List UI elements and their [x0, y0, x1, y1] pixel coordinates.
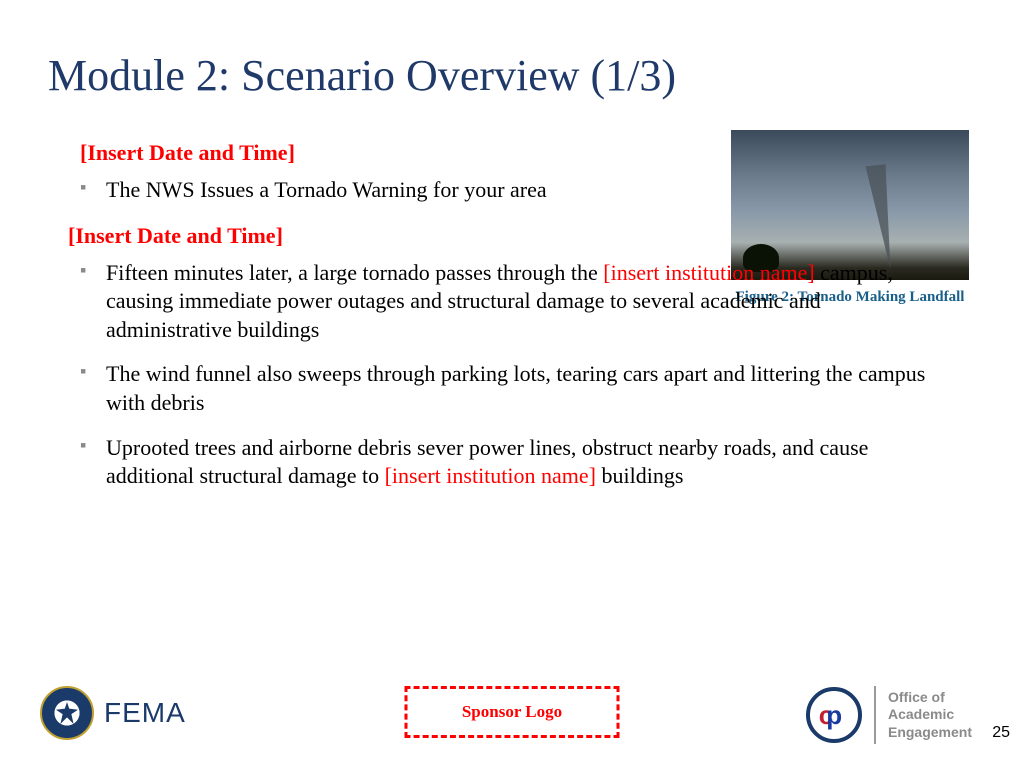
logo-divider [874, 686, 876, 744]
sponsor-logo-placeholder: Sponsor Logo [405, 686, 620, 738]
bullet3-post: buildings [596, 463, 683, 488]
section1-bullet: The NWS Issues a Tornado Warning for you… [80, 176, 620, 205]
bullet3-insert: [insert institution name] [385, 463, 596, 488]
slide-title: Module 2: Scenario Overview (1/3) [48, 50, 676, 101]
oae-text: Office of Academic Engagement [888, 689, 972, 742]
section2-bullet1: Fifteen minutes later, a large tornado p… [80, 259, 950, 345]
oae-line1: Office of [888, 689, 972, 707]
cp-logo-icon: cp [806, 687, 862, 743]
fema-text: FEMA [104, 697, 186, 729]
content-area: [Insert Date and Time] The NWS Issues a … [80, 140, 974, 507]
section2-header: [Insert Date and Time] [68, 223, 974, 249]
footer: FEMA Sponsor Logo cp Office of Academic … [0, 680, 1024, 750]
oae-line3: Engagement [888, 724, 972, 742]
bullet1-insert: [insert institution name] [603, 260, 814, 285]
dhs-seal-icon [40, 686, 94, 740]
academic-engagement-block: cp Office of Academic Engagement [806, 686, 972, 744]
page-number: 25 [992, 724, 1010, 742]
bullet1-pre: Fifteen minutes later, a large tornado p… [106, 260, 603, 285]
section2-bullet3: Uprooted trees and airborne debris sever… [80, 434, 950, 491]
oae-line2: Academic [888, 706, 972, 724]
fema-logo-block: FEMA [40, 686, 186, 740]
section2-bullet2: The wind funnel also sweeps through park… [80, 360, 950, 417]
section1-header: [Insert Date and Time] [80, 140, 974, 166]
